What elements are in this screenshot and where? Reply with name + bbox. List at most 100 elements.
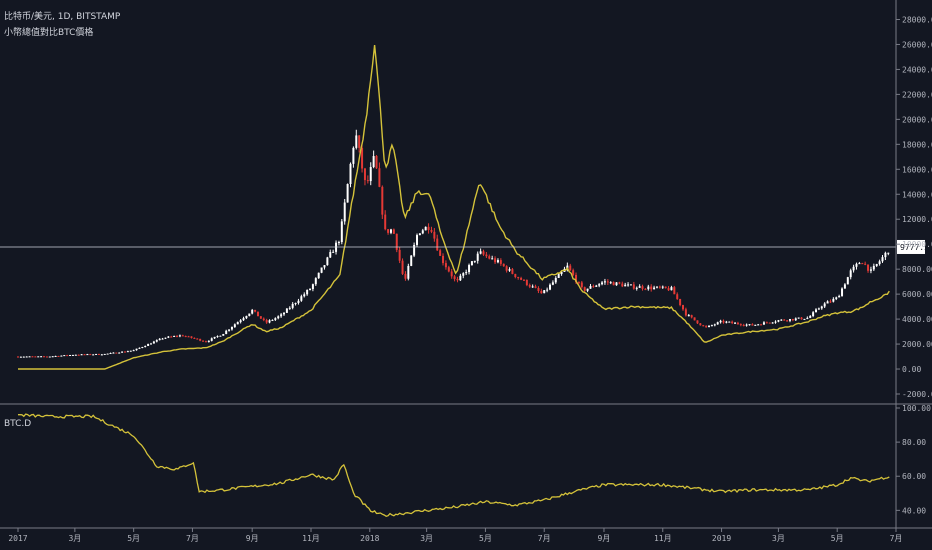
candle-body <box>786 320 789 322</box>
candle-body <box>736 322 739 325</box>
candle-body <box>103 353 106 355</box>
candle-body <box>592 286 595 288</box>
candle-body <box>173 336 176 338</box>
last-price-value: 9777.23 <box>900 243 932 252</box>
candle-body <box>74 354 77 356</box>
candle-body <box>520 277 523 280</box>
candle-body <box>841 288 844 296</box>
candle-body <box>864 263 867 265</box>
candle-body <box>277 316 280 319</box>
candle-body <box>806 317 809 319</box>
candle-body <box>748 324 751 326</box>
candle-body <box>812 312 815 317</box>
candle-body <box>765 322 768 324</box>
time-tick-label: 5月 <box>479 534 492 543</box>
candle-body <box>760 324 763 326</box>
candle-body <box>57 355 60 357</box>
candle-body <box>444 263 447 268</box>
candle-body <box>63 355 66 357</box>
time-tick-label: 2017 <box>8 534 27 543</box>
candle-body <box>337 242 340 244</box>
dominance-pane <box>17 413 890 518</box>
candle-body <box>641 286 644 289</box>
candle-body <box>436 238 439 251</box>
candle-body <box>135 348 138 351</box>
candle-body <box>17 356 19 358</box>
candle-body <box>777 320 780 322</box>
dominance-axis-ticks[interactable]: 100.00 80.00 60.00 40.00 <box>896 404 931 515</box>
candle-body <box>699 323 702 326</box>
price-tick-label: 4000.00 <box>902 315 932 324</box>
candle-body <box>716 322 719 325</box>
candle-body <box>835 297 838 299</box>
candle-body <box>731 321 734 324</box>
price-axis-ticks[interactable]: 9777.23 28000.00 26000.00 24000.00 22000.00 2… <box>896 15 932 399</box>
candle-body <box>430 229 433 232</box>
candle-body <box>462 273 465 276</box>
candle-body <box>187 336 190 338</box>
candle-body <box>25 356 28 358</box>
candle-body <box>690 315 693 318</box>
candle-body <box>788 318 791 321</box>
time-tick-label: 3月 <box>68 534 81 543</box>
candle-body <box>491 258 494 260</box>
candle-body <box>774 321 777 323</box>
candle-body <box>317 272 320 279</box>
candle-body <box>679 298 682 306</box>
dominance-legend: BTC.D <box>4 419 31 429</box>
candle-body <box>598 284 601 286</box>
candle-body <box>572 270 575 275</box>
candle-body <box>546 289 549 291</box>
candle-body <box>852 266 855 271</box>
candle-body <box>815 309 818 313</box>
time-tick-label: 3月 <box>420 534 433 543</box>
candle-body <box>387 229 390 233</box>
candle-body <box>794 318 797 321</box>
dominance-tick-label: 40.00 <box>902 506 926 515</box>
candle-body <box>531 286 534 288</box>
candle-body <box>392 229 395 234</box>
candle-body <box>242 318 245 321</box>
time-tick-label: 5月 <box>831 534 844 543</box>
time-tick-label: 11月 <box>302 534 320 543</box>
candle-body <box>71 354 74 356</box>
candle-body <box>473 260 476 262</box>
candle-body <box>37 356 40 358</box>
candle-body <box>34 356 37 358</box>
time-axis-ticks[interactable]: 2017 3月 5月 7月 9月 11月 2018 3月 5月 7月 9月 11月 2019 3月 5月 7月 <box>8 528 902 543</box>
candle-body <box>210 338 213 341</box>
candle-body <box>216 336 219 338</box>
candle-body <box>479 251 482 254</box>
candle-body <box>803 318 806 320</box>
candle-body <box>407 265 410 279</box>
candle-body <box>366 180 369 182</box>
candle-body <box>569 265 572 271</box>
candle-body <box>80 354 83 356</box>
candle-body <box>297 300 300 304</box>
candle-body <box>268 320 271 323</box>
candle-body <box>702 325 705 327</box>
candle-body <box>381 186 384 215</box>
candle-body <box>384 214 387 230</box>
candle-body <box>349 163 352 185</box>
candle-body <box>112 352 115 354</box>
candle-body <box>722 320 725 323</box>
candle-body <box>83 354 86 356</box>
candle-body <box>256 311 259 317</box>
candle-body <box>199 338 202 341</box>
candle-body <box>450 271 453 277</box>
candle-body <box>106 353 109 355</box>
candle-body <box>332 251 335 253</box>
candle-body <box>228 329 231 331</box>
candle-body <box>233 324 236 327</box>
candle-body <box>329 252 332 258</box>
candle-body <box>97 353 100 355</box>
candle-body <box>618 282 621 284</box>
candle-body <box>508 269 511 271</box>
candle-body <box>496 260 499 263</box>
candle-body <box>271 319 274 321</box>
candle-body <box>621 283 624 287</box>
candle-body <box>693 317 696 321</box>
